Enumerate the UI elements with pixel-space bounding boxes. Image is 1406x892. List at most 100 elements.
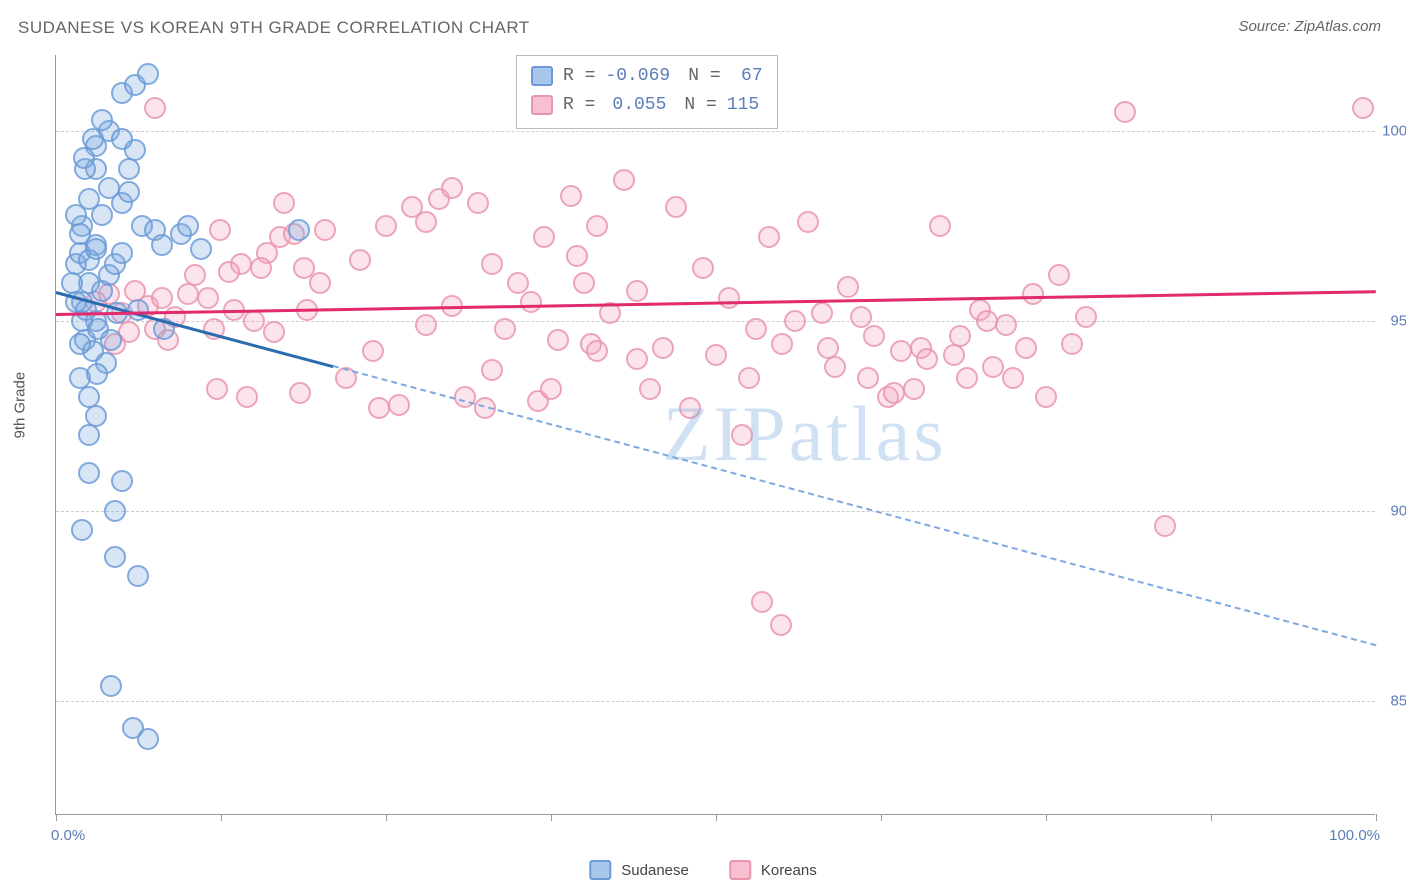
scatter-point-sudanese bbox=[91, 204, 113, 226]
x-tick bbox=[881, 814, 882, 821]
scatter-plot: R = -0.069 N = 67 R = 0.055 N = 115 ZIPa… bbox=[55, 55, 1375, 815]
scatter-point-koreans bbox=[368, 397, 390, 419]
scatter-point-sudanese bbox=[111, 128, 133, 150]
scatter-point-sudanese bbox=[137, 728, 159, 750]
legend-r-value-koreans: 0.055 bbox=[612, 91, 666, 120]
scatter-point-koreans bbox=[976, 310, 998, 332]
scatter-point-koreans bbox=[177, 283, 199, 305]
x-tick bbox=[386, 814, 387, 821]
scatter-point-koreans bbox=[197, 287, 219, 309]
scatter-point-koreans bbox=[1022, 283, 1044, 305]
legend-label: Koreans bbox=[761, 862, 817, 879]
scatter-point-koreans bbox=[494, 318, 516, 340]
scatter-point-koreans bbox=[797, 211, 819, 233]
scatter-point-koreans bbox=[903, 378, 925, 400]
source-label: Source: ZipAtlas.com bbox=[1238, 18, 1381, 35]
x-tick bbox=[551, 814, 552, 821]
scatter-point-sudanese bbox=[73, 147, 95, 169]
scatter-point-koreans bbox=[883, 382, 905, 404]
scatter-point-koreans bbox=[613, 169, 635, 191]
scatter-point-sudanese bbox=[151, 234, 173, 256]
scatter-point-sudanese bbox=[177, 215, 199, 237]
legend-item-koreans: Koreans bbox=[729, 860, 817, 880]
legend-r-label: R = bbox=[563, 62, 595, 91]
scatter-point-koreans bbox=[817, 337, 839, 359]
scatter-point-koreans bbox=[243, 310, 265, 332]
scatter-point-koreans bbox=[349, 249, 371, 271]
scatter-point-koreans bbox=[218, 261, 240, 283]
legend-r-value-sudanese: -0.069 bbox=[605, 62, 670, 91]
scatter-point-koreans bbox=[1015, 337, 1037, 359]
scatter-point-sudanese bbox=[86, 363, 108, 385]
scatter-point-sudanese bbox=[118, 158, 140, 180]
scatter-point-sudanese bbox=[104, 546, 126, 568]
x-tick bbox=[1046, 814, 1047, 821]
scatter-point-koreans bbox=[718, 287, 740, 309]
legend-n-label: N = bbox=[688, 62, 720, 91]
scatter-point-koreans bbox=[415, 211, 437, 233]
scatter-point-koreans bbox=[388, 394, 410, 416]
x-label-min: 0.0% bbox=[51, 827, 85, 844]
scatter-point-koreans bbox=[263, 321, 285, 343]
scatter-point-koreans bbox=[309, 272, 331, 294]
scatter-point-koreans bbox=[665, 196, 687, 218]
legend-row-sudanese: R = -0.069 N = 67 bbox=[531, 62, 763, 91]
scatter-point-koreans bbox=[1061, 333, 1083, 355]
legend-swatch-koreans bbox=[531, 95, 553, 115]
scatter-point-koreans bbox=[679, 397, 701, 419]
scatter-point-koreans bbox=[1002, 367, 1024, 389]
scatter-point-koreans bbox=[745, 318, 767, 340]
scatter-point-sudanese bbox=[100, 675, 122, 697]
scatter-point-koreans bbox=[995, 314, 1017, 336]
scatter-point-koreans bbox=[586, 340, 608, 362]
scatter-point-koreans bbox=[184, 264, 206, 286]
series-legend: Sudanese Koreans bbox=[589, 860, 816, 880]
scatter-point-koreans bbox=[415, 314, 437, 336]
scatter-point-sudanese bbox=[100, 329, 122, 351]
scatter-point-koreans bbox=[273, 192, 295, 214]
scatter-point-koreans bbox=[692, 257, 714, 279]
scatter-point-koreans bbox=[751, 591, 773, 613]
scatter-point-koreans bbox=[850, 306, 872, 328]
legend-swatch-icon bbox=[589, 860, 611, 880]
scatter-point-koreans bbox=[566, 245, 588, 267]
scatter-point-sudanese bbox=[137, 63, 159, 85]
x-tick bbox=[56, 814, 57, 821]
scatter-point-koreans bbox=[652, 337, 674, 359]
scatter-point-koreans bbox=[626, 280, 648, 302]
scatter-point-koreans bbox=[573, 272, 595, 294]
legend-row-koreans: R = 0.055 N = 115 bbox=[531, 91, 763, 120]
scatter-point-koreans bbox=[250, 257, 272, 279]
scatter-point-sudanese bbox=[69, 333, 91, 355]
scatter-point-sudanese bbox=[127, 565, 149, 587]
scatter-point-koreans bbox=[144, 97, 166, 119]
scatter-point-koreans bbox=[151, 287, 173, 309]
y-axis-label: 9th Grade bbox=[12, 372, 29, 439]
scatter-point-koreans bbox=[929, 215, 951, 237]
scatter-point-koreans bbox=[533, 226, 555, 248]
scatter-point-koreans bbox=[586, 215, 608, 237]
x-tick bbox=[716, 814, 717, 821]
scatter-point-koreans bbox=[289, 382, 311, 404]
gridline bbox=[56, 701, 1375, 702]
scatter-point-koreans bbox=[857, 367, 879, 389]
legend-item-sudanese: Sudanese bbox=[589, 860, 689, 880]
scatter-point-koreans bbox=[293, 257, 315, 279]
scatter-point-sudanese bbox=[118, 181, 140, 203]
scatter-point-koreans bbox=[1352, 97, 1374, 119]
scatter-point-koreans bbox=[1114, 101, 1136, 123]
scatter-point-koreans bbox=[560, 185, 582, 207]
legend-n-value-koreans: 115 bbox=[727, 91, 759, 120]
scatter-point-sudanese bbox=[65, 204, 87, 226]
legend-swatch-icon bbox=[729, 860, 751, 880]
scatter-point-koreans bbox=[811, 302, 833, 324]
scatter-point-koreans bbox=[784, 310, 806, 332]
scatter-point-koreans bbox=[863, 325, 885, 347]
legend-r-label: R = bbox=[563, 91, 595, 120]
legend-swatch-sudanese bbox=[531, 66, 553, 86]
scatter-point-koreans bbox=[1075, 306, 1097, 328]
chart-title: SUDANESE VS KOREAN 9TH GRADE CORRELATION… bbox=[18, 18, 530, 38]
scatter-point-koreans bbox=[837, 276, 859, 298]
gridline bbox=[56, 511, 1375, 512]
y-tick-label: 100.0% bbox=[1382, 123, 1406, 140]
